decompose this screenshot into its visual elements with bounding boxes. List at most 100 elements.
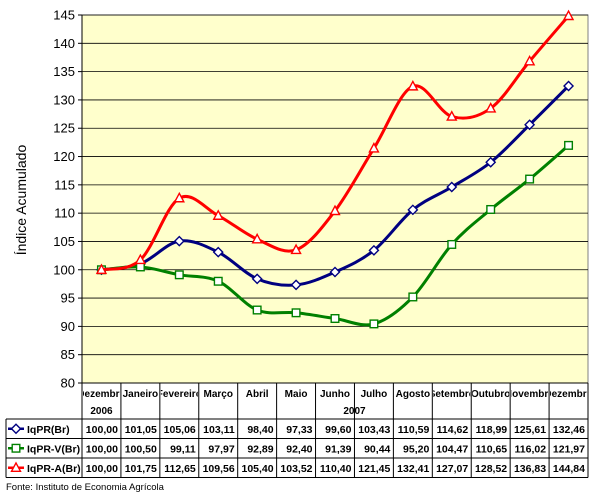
series-point-1 (252, 305, 262, 315)
legend-key-marker (10, 423, 22, 435)
category-label: Setembro (429, 389, 475, 400)
series-point-1 (213, 276, 223, 286)
y-tick-label: 120 (53, 149, 75, 164)
series-point-1 (291, 308, 301, 318)
y-tick-label: 95 (61, 291, 75, 306)
table-cell-value: 118,99 (476, 424, 508, 436)
table-cell-value: 144,84 (553, 463, 585, 475)
table-cell-value: 103,43 (358, 424, 390, 436)
series-point-0 (212, 246, 224, 258)
table-cell-value: 104,47 (436, 443, 468, 455)
series-point-0 (485, 156, 497, 168)
y-tick-label: 145 (53, 8, 75, 23)
category-label: Dezembro (77, 389, 125, 400)
table-cell-value: 110,40 (320, 463, 352, 475)
series-point-1 (135, 262, 145, 272)
table-cell-value: 121,97 (553, 443, 585, 455)
table-cell-value: 136,83 (514, 463, 546, 475)
y-tick-label: 90 (61, 319, 75, 334)
y-tick-label: 100 (53, 262, 75, 277)
y-tick-label: 140 (53, 36, 75, 51)
table-cell-value: 95,20 (403, 443, 429, 455)
series-point-2 (368, 142, 380, 153)
series-point-2 (446, 110, 458, 121)
table-cell-value: 97,33 (286, 424, 312, 436)
y-tick-label: 115 (54, 177, 75, 192)
series-point-0 (524, 119, 536, 131)
table-cell-value: 105,40 (241, 463, 273, 475)
table-cell-value: 110,59 (398, 424, 430, 436)
category-label: Agosto (396, 389, 430, 400)
table-cell-value: 110,65 (476, 443, 508, 455)
series-point-2 (485, 102, 497, 113)
table-cell-value: 100,00 (86, 463, 118, 475)
table-cell-value: 100,00 (86, 443, 118, 455)
category-label: Março (204, 389, 233, 400)
table-cell-value: 127,07 (436, 463, 468, 475)
year-label: 2007 (343, 406, 366, 417)
source-note: Fonte: Instituto de Economia Agrícola (6, 482, 165, 493)
table-cell-value: 92,40 (286, 443, 312, 455)
legend-label: IqPR(Br) (27, 424, 70, 436)
category-label: Maio (285, 389, 308, 400)
series-point-2 (562, 9, 575, 21)
table-cell-value: 98,40 (247, 424, 273, 436)
table-cell-value: 132,46 (553, 424, 585, 436)
series-point-0 (407, 204, 419, 216)
table-cell-value: 99,11 (170, 443, 196, 455)
table-cell-value: 97,97 (208, 443, 234, 455)
series-point-1 (447, 239, 457, 249)
y-tick-label: 135 (53, 64, 75, 79)
category-label: Abril (246, 389, 269, 400)
series-point-2 (251, 232, 263, 244)
table-cell-value: 91,39 (325, 443, 351, 455)
series-point-2 (212, 209, 224, 220)
table-cell-value: 90,44 (364, 443, 390, 455)
table-cell-value: 128,52 (475, 463, 507, 475)
table-cell-value: 121,45 (358, 463, 390, 475)
series-point-1 (564, 140, 574, 150)
y-tick-label: 110 (54, 206, 75, 221)
series-point-0 (563, 80, 575, 92)
series-point-1 (486, 204, 496, 214)
category-label: Janeiro (123, 389, 159, 400)
series-point-2 (407, 79, 419, 91)
series-point-1 (408, 292, 418, 302)
table-cell-value: 103,52 (280, 463, 312, 475)
table-cell-value: 132,41 (397, 463, 429, 475)
y-tick-label: 80 (61, 376, 75, 391)
table-cell-value: 125,61 (514, 424, 546, 436)
category-label: Julho (361, 389, 388, 400)
category-label: Novembro (505, 389, 554, 400)
table-cell-value: 114,62 (437, 424, 469, 436)
legend-key-marker (11, 443, 21, 453)
series-point-1 (525, 174, 535, 184)
legend-key-marker (10, 461, 22, 473)
series-point-2 (173, 191, 185, 203)
y-tick-label: 85 (61, 347, 75, 362)
series-point-0 (290, 279, 302, 291)
series-point-1 (369, 319, 379, 329)
plot-background (81, 14, 589, 384)
category-label: Fevereiro (157, 389, 202, 400)
table-cell-value: 101,75 (125, 463, 157, 475)
table-cell-value: 92,89 (247, 443, 273, 455)
y-tick-label: 130 (53, 92, 75, 107)
series-point-2 (95, 263, 108, 275)
category-label: Junho (320, 389, 350, 400)
series-point-1 (330, 314, 340, 324)
legend-label: IqPR-A(Br) (27, 463, 81, 475)
table-cell-value: 100,50 (125, 443, 157, 455)
y-tick-label: 105 (53, 234, 75, 249)
series-point-0 (173, 235, 185, 247)
table-cell-value: 109,56 (203, 463, 235, 475)
table-cell-value: 112,65 (164, 463, 196, 475)
table-cell-value: 99,60 (325, 424, 351, 436)
series-point-1 (174, 270, 184, 280)
category-label: Outubro (471, 389, 510, 400)
year-label: 2006 (90, 406, 113, 417)
table-cell-value: 100,00 (86, 424, 118, 436)
series-point-0 (368, 244, 380, 256)
series-point-2 (290, 243, 302, 255)
